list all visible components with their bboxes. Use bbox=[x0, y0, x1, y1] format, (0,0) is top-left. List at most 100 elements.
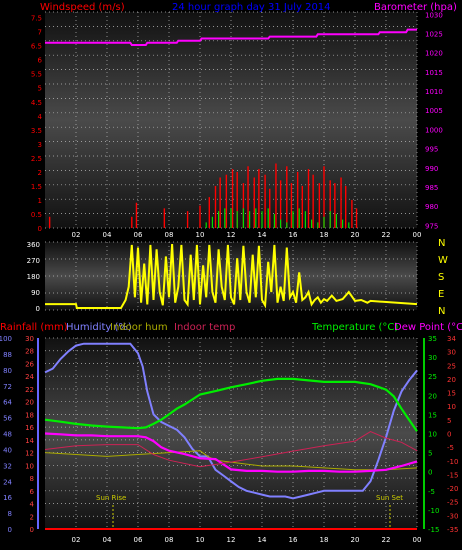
hour-tick-label: 12 bbox=[227, 536, 236, 544]
baro-tick-label: 1025 bbox=[425, 30, 443, 38]
hour-tick-label: 10 bbox=[196, 536, 205, 544]
dew-tick-label: -25 bbox=[447, 499, 458, 507]
baro-tick-label: 1000 bbox=[425, 126, 443, 134]
temp-tick-label: -5 bbox=[428, 488, 435, 496]
wind-tick-label: 6.5 bbox=[31, 43, 42, 51]
dew-tick-label: -10 bbox=[447, 458, 458, 466]
hour-tick-label: 12 bbox=[227, 231, 236, 239]
baro-axis-label: Barometer (hpa) bbox=[374, 2, 457, 13]
hour-tick-label: 16 bbox=[289, 231, 298, 239]
wind-axis-label: Windspeed (m/s) bbox=[40, 2, 125, 13]
humidity-tick-label: 88 bbox=[3, 351, 12, 359]
temp-tick-label: 10 bbox=[428, 431, 437, 439]
hour-tick-label: 06 bbox=[134, 231, 143, 239]
compass-label: S bbox=[438, 272, 444, 283]
temp-tick-label: 30 bbox=[428, 354, 437, 362]
wind-tick-label: 5.5 bbox=[31, 71, 42, 79]
wind-direction-line bbox=[45, 243, 418, 309]
rain-tick-label: 8 bbox=[30, 475, 34, 483]
temp-tick-label: 35 bbox=[428, 335, 437, 343]
hour-tick-label: 16 bbox=[289, 536, 298, 544]
temp-tick-label: -10 bbox=[428, 507, 439, 515]
dir-tick-label: 180 bbox=[27, 273, 40, 281]
dewpoint-line bbox=[44, 432, 418, 473]
rain-tick-label: 26 bbox=[25, 360, 34, 368]
wind-tick-label: 0.5 bbox=[31, 211, 42, 219]
humidity-tick-label: 48 bbox=[3, 431, 12, 439]
indoor_hum-line bbox=[44, 450, 418, 471]
hour-tick-label: 18 bbox=[320, 536, 329, 544]
baro-tick-label: 1005 bbox=[425, 107, 443, 115]
sunrise-label: Sun Rise bbox=[96, 494, 126, 502]
temp-series bbox=[44, 342, 418, 530]
temp-tick-label: 20 bbox=[428, 392, 437, 400]
rain-tick-label: 4 bbox=[30, 501, 35, 509]
dew-tick-label: -30 bbox=[447, 512, 458, 520]
temp-axis-label: Temperature (°C) bbox=[311, 322, 398, 333]
wind-series bbox=[45, 28, 417, 228]
hour-tick-label: 02 bbox=[72, 536, 81, 544]
indoor-temp-axis-label: Indoor temp bbox=[174, 322, 235, 333]
humidity-tick-label: 64 bbox=[3, 399, 12, 407]
rain-tick-label: 28 bbox=[25, 348, 34, 356]
rain-axis-label: Rainfall (mm) bbox=[0, 322, 68, 333]
wind-tick-label: 3 bbox=[38, 141, 42, 149]
wind-y-ticks: 0 0.5 1 1.5 2 2.5 3 3.5 4 4.5 5 5.5 6 6.5 7 7.5 bbox=[31, 15, 43, 233]
humidity-tick-label: 80 bbox=[3, 367, 12, 375]
wind-tick-label: 4 bbox=[38, 113, 43, 121]
baro-tick-label: 1015 bbox=[425, 69, 443, 77]
dew-tick-label: 25 bbox=[447, 362, 456, 370]
baro-tick-label: 1030 bbox=[425, 11, 443, 19]
graph-title: 24 hour graph day 31 July 2014 bbox=[172, 2, 331, 13]
dir-tick-label: 270 bbox=[27, 257, 40, 265]
temp-panel-ticks: 0816243240485664728088100024681012141618… bbox=[0, 335, 458, 534]
wind-panel-grid bbox=[45, 11, 418, 229]
rain-tick-label: 24 bbox=[25, 373, 34, 381]
wind-tick-label: 2.5 bbox=[31, 155, 42, 163]
rain-tick-label: 14 bbox=[25, 437, 34, 445]
temp-panel-bg bbox=[45, 338, 417, 529]
compass-label: W bbox=[438, 255, 448, 266]
dew-tick-label: 30 bbox=[447, 349, 456, 357]
humidity-tick-label: 24 bbox=[3, 478, 12, 486]
wind-tick-label: 5 bbox=[38, 85, 42, 93]
rain-tick-label: 18 bbox=[25, 411, 34, 419]
wind-tick-label: 7 bbox=[38, 29, 42, 37]
hour-tick-label: 08 bbox=[165, 536, 174, 544]
dew-tick-label: 20 bbox=[447, 376, 456, 384]
dew-axis-label: Dew Point (°C) bbox=[394, 322, 462, 333]
dir-tick-label: 360 bbox=[27, 241, 40, 249]
hour-tick-label: 14 bbox=[258, 231, 267, 239]
dew-tick-label: -15 bbox=[447, 471, 458, 479]
sun-annotations: Sun Rise Sun Set bbox=[96, 494, 403, 528]
compass-label: N bbox=[438, 306, 445, 317]
indoor-hum-axis-label: Indoor hum bbox=[110, 322, 168, 333]
rain-tick-label: 22 bbox=[25, 386, 34, 394]
hour-tick-label: 02 bbox=[72, 231, 81, 239]
wind-tick-label: 1 bbox=[38, 197, 42, 205]
baro-y-ticks: 975 980 985 990 995 1000 1005 1010 1015 1020 1025 1… bbox=[425, 11, 443, 230]
hour-tick-label: 18 bbox=[320, 231, 329, 239]
temp-x-ticks: 02 04 06 08 10 12 14 16 18 20 22 00 bbox=[72, 536, 422, 544]
rain-tick-label: 16 bbox=[25, 424, 34, 432]
dir-y-ticks: 0 90 180 270 360 bbox=[27, 241, 40, 313]
wind-tick-label: 0 bbox=[38, 225, 42, 233]
baro-tick-label: 990 bbox=[425, 165, 438, 173]
baro-tick-label: 980 bbox=[425, 203, 438, 211]
compass-label: N bbox=[438, 238, 445, 249]
temp-tick-label: 25 bbox=[428, 373, 437, 381]
rain-tick-label: 30 bbox=[25, 335, 34, 343]
temp-tick-label: 5 bbox=[428, 450, 432, 458]
rain-tick-label: 10 bbox=[25, 462, 34, 470]
temp-tick-label: 0 bbox=[428, 469, 432, 477]
hour-tick-label: 00 bbox=[413, 536, 422, 544]
humidity-tick-label: 100 bbox=[0, 335, 12, 343]
wind-tick-label: 7.5 bbox=[31, 15, 42, 23]
rain-tick-label: 12 bbox=[25, 450, 34, 458]
hour-tick-label: 22 bbox=[382, 536, 391, 544]
temp-tick-label: 15 bbox=[428, 411, 437, 419]
dew-tick-label: 15 bbox=[447, 390, 456, 398]
